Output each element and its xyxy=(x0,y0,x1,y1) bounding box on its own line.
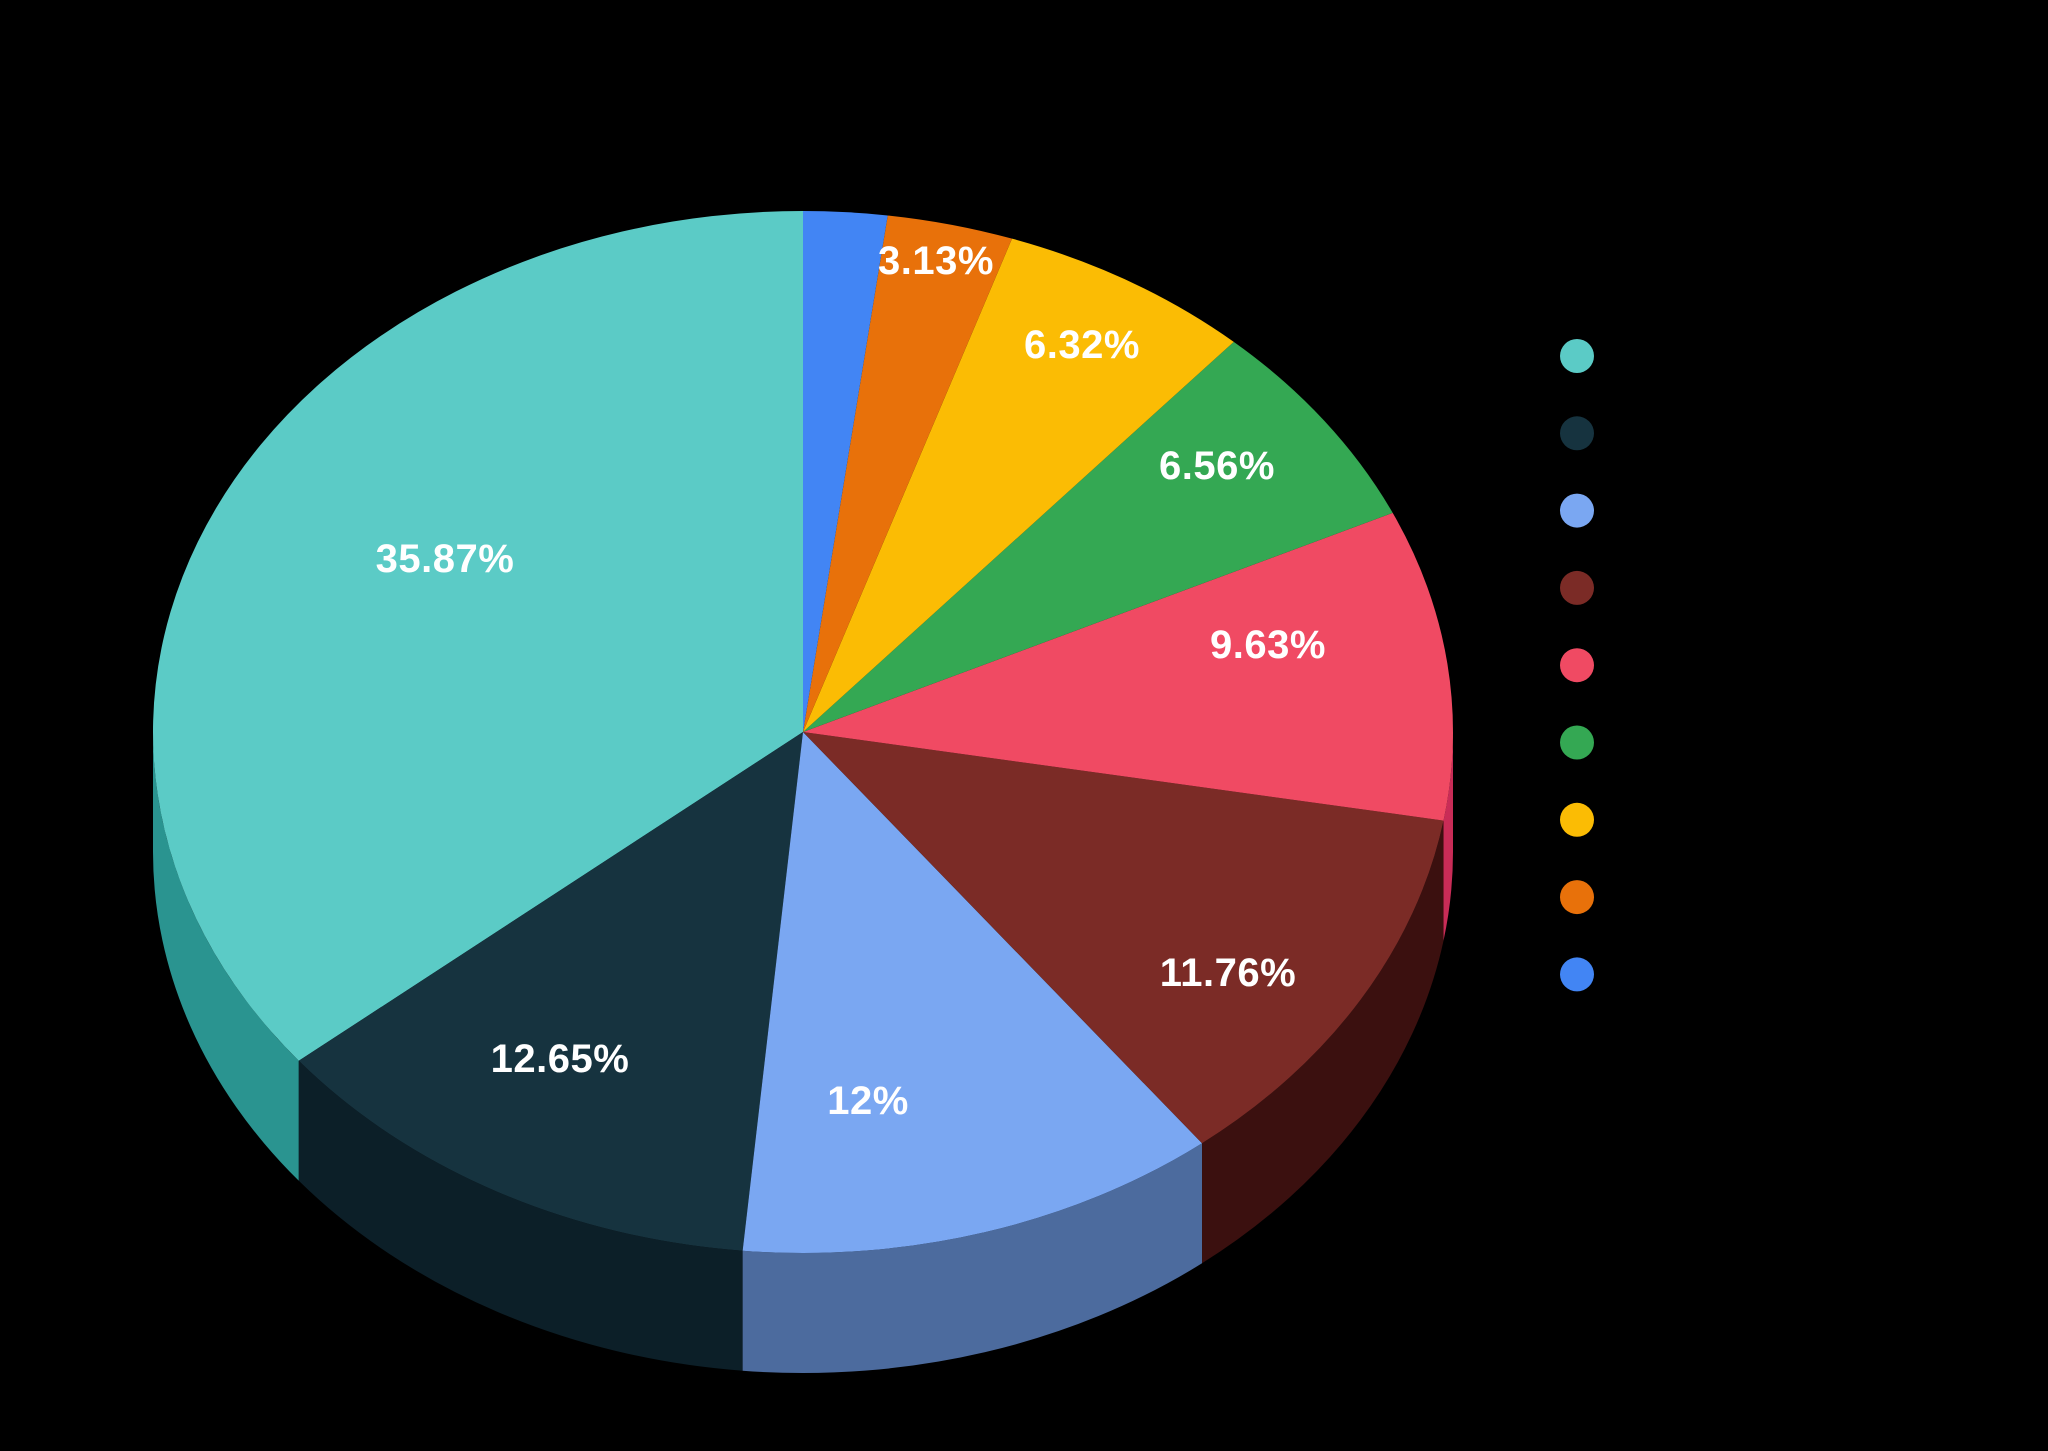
legend-swatch-green xyxy=(1560,725,1594,760)
slice-label-maroon: 11.76% xyxy=(1160,951,1296,995)
slice-labels: 35.87% 12.65% 12% 11.76% 9.63% 6.56% 6.32% 3.13… xyxy=(376,239,1326,1123)
pie-slice-green xyxy=(803,341,1393,732)
legend-swatch-blue xyxy=(1560,957,1594,992)
chart-legend xyxy=(1560,339,1594,992)
slice-label-yellow: 6.32% xyxy=(1024,323,1140,367)
legend-swatch-maroon xyxy=(1560,570,1594,605)
pie-slice-dark-navy-side xyxy=(298,1060,743,1371)
pie-slice-pink xyxy=(803,512,1453,821)
pie-slice-teal-side xyxy=(153,732,299,1181)
legend-swatch-light-blue xyxy=(1560,493,1594,528)
pie-slice-light-blue xyxy=(742,732,1203,1254)
legend-swatch-yellow xyxy=(1560,802,1594,837)
pie-slice-yellow xyxy=(803,238,1234,733)
slice-label-dark-navy: 12.65% xyxy=(491,1037,630,1081)
pie-slice-light-blue-side xyxy=(742,1143,1203,1374)
pie-slice-sides xyxy=(153,732,1453,1374)
slice-label-teal: 35.87% xyxy=(376,537,515,581)
legend-swatch-teal xyxy=(1560,339,1594,373)
pie-slice-maroon-side xyxy=(1202,820,1444,1264)
legend-swatch-pink xyxy=(1560,648,1594,683)
pie-slice-blue xyxy=(803,211,888,732)
pie-slice-teal xyxy=(152,211,803,1061)
pie-slice-orange xyxy=(803,215,1012,732)
slice-label-orange: 3.13% xyxy=(878,239,994,283)
slice-label-pink: 9.63% xyxy=(1210,623,1326,667)
legend-swatch-dark-navy xyxy=(1560,416,1594,451)
pie-slice-maroon xyxy=(803,732,1444,1144)
slice-label-green: 6.56% xyxy=(1159,444,1275,488)
slice-label-light-blue: 12% xyxy=(827,1079,909,1123)
pie-slice-dark-navy xyxy=(298,732,803,1251)
legend-swatch-orange xyxy=(1560,880,1594,915)
pie-slice-pink-side xyxy=(1443,732,1453,941)
pie-slices xyxy=(152,211,1453,1254)
